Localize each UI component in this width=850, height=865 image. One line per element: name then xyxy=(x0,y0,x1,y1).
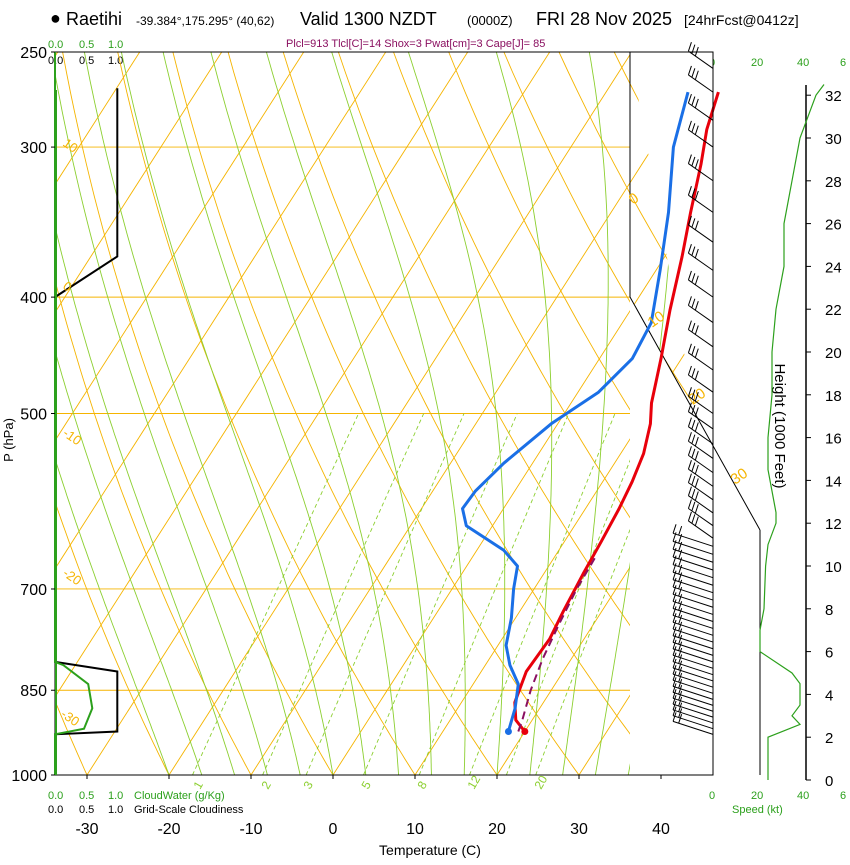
cloudwater-scale-bottom-0: 0.0 xyxy=(48,790,63,802)
mixing-ratio-line xyxy=(306,414,464,776)
temperature-tick-label: 30 xyxy=(570,821,588,838)
y-axis-title: P (hPa) xyxy=(1,418,16,462)
parcel-line xyxy=(518,558,594,731)
cloudwater-scale-bottom-1: 0.5 xyxy=(79,790,94,802)
dry-adiabat-label: -20 xyxy=(60,565,84,588)
height-tick-label: 28 xyxy=(825,174,842,191)
dry-adiabat-label: -30 xyxy=(58,706,82,729)
cloudiness-scale-bottom-0: 0.0 xyxy=(48,804,63,816)
height-axis-title: Height (1000 Feet) xyxy=(771,363,788,488)
height-tick-label: 20 xyxy=(825,345,842,362)
cloudiness-label: Grid-Scale Cloudiness xyxy=(134,804,244,816)
temperature-tick-label: -10 xyxy=(239,821,262,838)
height-tick-label: 26 xyxy=(825,217,842,234)
mixing-ratio-line xyxy=(193,414,359,776)
mixing-ratio-label: 8 xyxy=(414,778,430,791)
cloudiness-scale-bottom-1: 0.5 xyxy=(79,804,94,816)
mixing-ratio-line xyxy=(364,414,518,776)
station-coords: -39.384°,175.295° (40,62) xyxy=(136,14,274,28)
pressure-tick-label: 300 xyxy=(20,140,47,157)
temperature-tick-label: -30 xyxy=(75,821,98,838)
height-tick-label: 0 xyxy=(825,773,833,790)
pressure-tick-label: 400 xyxy=(20,290,47,307)
cloudwater-scale-top-0: 0.0 xyxy=(48,39,63,51)
x-axis-title: Temperature (C) xyxy=(379,842,481,858)
dewpoint-surface-point xyxy=(505,728,512,735)
temperature-tick-label: -20 xyxy=(157,821,180,838)
height-tick-label: 16 xyxy=(825,431,842,448)
cloudwater-scale-bottom-2: 1.0 xyxy=(108,790,123,802)
temperature-tick-label: 0 xyxy=(329,821,338,838)
plot-area-grid xyxy=(0,52,850,775)
dry-adiabat-line xyxy=(835,52,850,775)
height-tick-label: 6 xyxy=(825,645,833,662)
temperature-surface-point xyxy=(521,728,528,735)
height-tick-label: 8 xyxy=(825,602,833,619)
wind-scale-bottom-0: 0 xyxy=(709,790,715,802)
sounding-indices: Plcl=913 Tlcl[C]=14 Shox=3 Pwat[cm]=3 Ca… xyxy=(286,38,545,50)
cloudwater-scale-top-2: 1.0 xyxy=(108,39,123,51)
wind-speed-profile xyxy=(760,85,824,781)
height-tick-label: 4 xyxy=(825,687,833,704)
forecast-date: FRI 28 Nov 2025 xyxy=(536,9,672,29)
pressure-tick-label: 500 xyxy=(20,407,47,424)
cloudwater-label: CloudWater (g/Kg) xyxy=(134,790,225,802)
height-tick-label: 10 xyxy=(825,559,842,576)
cloudiness-scale-bottom-2: 1.0 xyxy=(108,804,123,816)
height-tick-label: 30 xyxy=(825,131,842,148)
chart-grid xyxy=(0,52,850,775)
height-tick-label: 14 xyxy=(825,473,842,490)
station-name: Raetihi xyxy=(66,9,122,29)
cloudwater-scale-top-1: 0.5 xyxy=(79,39,94,51)
wind-barb-feather xyxy=(688,42,691,51)
mixing-ratio-line xyxy=(470,414,616,776)
mixing-ratio-label: 2 xyxy=(258,778,274,791)
station-bullet: ● xyxy=(50,8,61,28)
valid-time: Valid 1300 NZDT xyxy=(300,9,437,29)
pressure-tick-label: 700 xyxy=(20,582,47,599)
temperature-tick-label: 40 xyxy=(652,821,670,838)
pressure-tick-label: 250 xyxy=(20,45,47,62)
temperature-tick-label: 10 xyxy=(406,821,424,838)
height-tick-label: 22 xyxy=(825,302,842,319)
dry-adiabat-label: 10 xyxy=(60,135,80,156)
moist-adiabat-label: 0 xyxy=(626,190,643,209)
dry-adiabat-line xyxy=(0,52,5,775)
height-tick-label: 24 xyxy=(825,259,842,276)
mixing-ratio-label: 5 xyxy=(358,778,374,791)
pressure-tick-label: 850 xyxy=(20,683,47,700)
wind-scale-top-1: 20 xyxy=(751,57,763,69)
wind-scale-bottom-3: 6 xyxy=(840,790,846,802)
dry-adiabat-label: -10 xyxy=(60,425,84,448)
mixing-ratio-line xyxy=(506,414,649,776)
wind-scale-bottom-1: 20 xyxy=(751,790,763,802)
dry-adiabat-line xyxy=(780,52,850,775)
mixing-ratio-label: 3 xyxy=(300,778,316,791)
height-tick-label: 32 xyxy=(825,88,842,105)
wind-speed-label: Speed (kt) xyxy=(732,804,783,816)
wind-scale-bottom-2: 40 xyxy=(797,790,809,802)
height-tick-label: 18 xyxy=(825,388,842,405)
utc-time: (0000Z) xyxy=(467,13,513,28)
height-tick-label: 12 xyxy=(825,516,842,533)
height-tick-label: 2 xyxy=(825,730,833,747)
forecast-run: [24hrFcst@0412z] xyxy=(684,12,799,28)
temperature-tick-label: 20 xyxy=(488,821,506,838)
wind-scale-top-3: 6 xyxy=(840,57,846,69)
pressure-tick-label: 1000 xyxy=(11,768,47,785)
wind-scale-top-2: 40 xyxy=(797,57,809,69)
